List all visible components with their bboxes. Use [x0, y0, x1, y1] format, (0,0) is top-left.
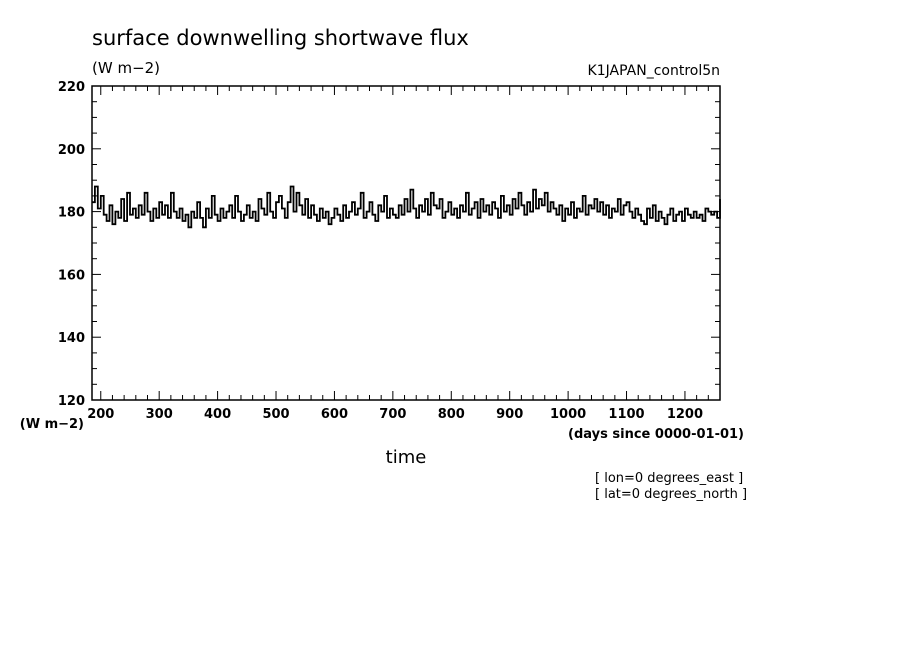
experiment-label: K1JAPAN_control5n: [588, 63, 720, 79]
chart-title: surface downwelling shortwave flux: [92, 26, 469, 50]
y-axis-ticks: 120 140 160 180 200 220: [58, 80, 720, 409]
x-tick-label: 200: [87, 407, 114, 422]
y-tick-label: 120: [58, 394, 85, 409]
x-tick-label: 900: [496, 407, 523, 422]
y-tick-label: 160: [58, 268, 85, 283]
y-tick-label: 140: [58, 331, 85, 346]
x-axis-ticks: 200 300 400 500 600 700 800 900 1000 1100 1200: [87, 86, 721, 422]
y-tick-label: 220: [58, 80, 85, 95]
x-tick-label: 400: [204, 407, 231, 422]
x-tick-label: 300: [146, 407, 173, 422]
x-axis-units: (days since 0000-01-01): [568, 427, 744, 442]
y-tick-label: 200: [58, 143, 85, 158]
y-axis-units: (W m−2): [20, 417, 84, 432]
x-tick-label: 800: [438, 407, 465, 422]
series-line: [92, 185, 721, 229]
x-tick-label: 500: [262, 407, 289, 422]
x-tick-label: 1200: [667, 407, 703, 422]
annotation-lat: [ lat=0 degrees_north ]: [595, 487, 747, 502]
x-axis-label: time: [386, 447, 427, 468]
x-tick-label: 1000: [550, 407, 586, 422]
plot-frame: [91, 85, 721, 401]
chart-subtitle-units: (W m−2): [92, 59, 160, 77]
series-layer: [92, 185, 721, 229]
annotation-lon: [ lon=0 degrees_east ]: [595, 471, 743, 486]
y-tick-label: 180: [58, 206, 85, 221]
x-tick-label: 700: [379, 407, 406, 422]
x-tick-label: 600: [321, 407, 348, 422]
x-tick-label: 1100: [608, 407, 644, 422]
